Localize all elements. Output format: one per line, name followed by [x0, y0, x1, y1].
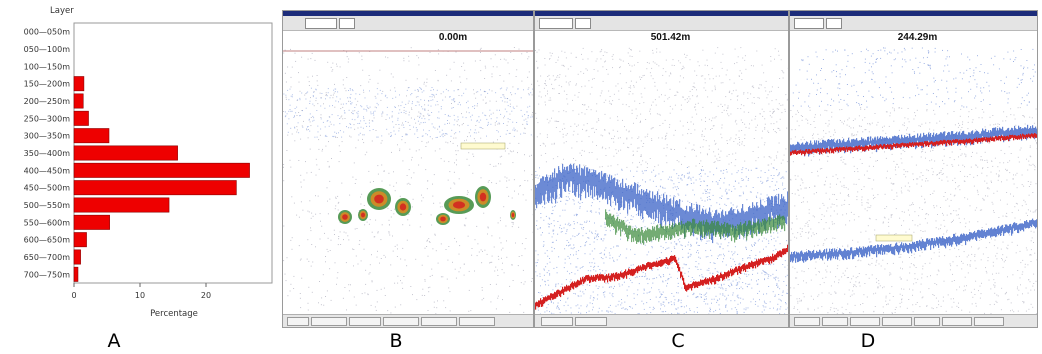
status-bar	[283, 314, 533, 327]
echogram-c	[535, 47, 788, 315]
y-tick-label: 450—500m	[24, 184, 71, 193]
x-tick-label: 10	[135, 291, 145, 300]
noise-speckle	[792, 47, 1036, 108]
toolbar-field[interactable]	[826, 18, 842, 29]
bar	[73, 266, 79, 282]
status-cell	[541, 317, 573, 326]
status-bar	[535, 314, 788, 327]
y-tick-label: 500—550m	[24, 201, 71, 210]
status-cell	[287, 317, 309, 326]
echogram-d	[790, 47, 1037, 315]
panel-label-b: B	[389, 330, 403, 352]
info-tag	[460, 142, 506, 150]
status-cell	[459, 317, 495, 326]
y-tick-label: 700—750m	[24, 270, 71, 279]
status-cell	[383, 317, 419, 326]
status-cell	[942, 317, 972, 326]
info-tag	[875, 234, 913, 242]
status-cell	[914, 317, 940, 326]
fish-school	[395, 198, 411, 216]
range-label: 501.42m	[650, 32, 691, 43]
status-cell	[822, 317, 848, 326]
y-tick-label: 350—400m	[24, 149, 71, 158]
panel-label-a: A	[107, 330, 121, 352]
x-tick-label: 20	[201, 291, 211, 300]
bar	[73, 145, 178, 161]
fish-school	[358, 209, 368, 221]
bar	[73, 76, 85, 92]
fish-school	[338, 210, 352, 224]
status-cell	[421, 317, 457, 326]
window-title-bar	[790, 11, 1037, 16]
echogram-panel-c: 501.42m	[534, 10, 789, 328]
range-label: 244.29m	[897, 32, 938, 43]
status-cell	[974, 317, 1004, 326]
status-cell	[311, 317, 347, 326]
scattering-layer	[790, 218, 1037, 263]
fish-school	[436, 213, 450, 225]
toolbar-field[interactable]	[794, 18, 824, 29]
y-tick-label: 050—100m	[24, 45, 71, 54]
bar	[73, 197, 170, 213]
depth-distribution-chart: Layer 000—050m 050—100m 100—150m 150—200m 20…	[24, 6, 273, 319]
fish-school	[367, 188, 391, 210]
status-cell	[349, 317, 381, 326]
y-tick-label: 100—150m	[24, 62, 71, 71]
y-tick-label: 150—200m	[24, 80, 71, 89]
bar	[73, 128, 110, 144]
status-cell	[882, 317, 912, 326]
echogram-panel-b: 0.00m	[282, 10, 534, 328]
y-tick-label: 650—700m	[24, 253, 71, 262]
window-title-bar	[535, 11, 788, 16]
status-cell	[850, 317, 880, 326]
bar	[73, 232, 87, 248]
y-tick-label: 000—050m	[24, 28, 71, 37]
scattering-layer	[535, 163, 788, 244]
scattering-layer	[605, 209, 786, 245]
seabed-line	[790, 133, 1037, 156]
status-bar	[790, 314, 1037, 327]
window-title-bar	[283, 11, 533, 16]
y-tick-labels: 000—050m 050—100m 100—150m 150—200m 200—250m…	[24, 28, 71, 280]
window-toolbar	[535, 16, 788, 31]
bar	[73, 110, 89, 126]
status-cell	[794, 317, 820, 326]
noise-speckle	[535, 47, 788, 168]
y-tick-label: 550—600m	[24, 218, 71, 227]
y-tick-label: 600—650m	[24, 236, 71, 245]
x-axis-label: Percentage	[150, 309, 198, 319]
y-tick-label: 400—450m	[24, 166, 71, 175]
toolbar-field[interactable]	[339, 18, 355, 29]
fish-school	[475, 186, 491, 208]
panel-label-c: C	[671, 330, 685, 352]
seabed-line	[535, 244, 788, 310]
noise-speckle	[283, 87, 533, 138]
noise-speckle	[283, 47, 533, 315]
fish-school	[510, 210, 516, 220]
scattering-layer	[790, 124, 1037, 157]
toolbar-field[interactable]	[575, 18, 591, 29]
toolbar-field[interactable]	[539, 18, 573, 29]
bars-group	[73, 76, 250, 282]
y-axis-label: Layer	[50, 6, 74, 16]
y-tick-label: 200—250m	[24, 97, 71, 106]
range-label: 0.00m	[438, 32, 468, 43]
panel-label-d: D	[860, 330, 876, 352]
y-tick-label: 300—350m	[24, 132, 71, 141]
bar	[73, 162, 250, 178]
echogram-b	[283, 47, 533, 315]
y-tick-label: 250—300m	[24, 114, 71, 123]
status-cell	[575, 317, 607, 326]
toolbar-field[interactable]	[305, 18, 337, 29]
bar	[73, 214, 110, 230]
bar	[73, 180, 237, 196]
bar	[73, 93, 84, 109]
echogram-panel-d: 244.29m	[789, 10, 1038, 328]
window-toolbar	[283, 16, 533, 31]
bar	[73, 249, 81, 265]
x-tick-label: 0	[71, 291, 76, 300]
x-ticks: 0 10 20	[71, 283, 211, 300]
window-toolbar	[790, 16, 1037, 31]
fish-school	[444, 196, 474, 214]
